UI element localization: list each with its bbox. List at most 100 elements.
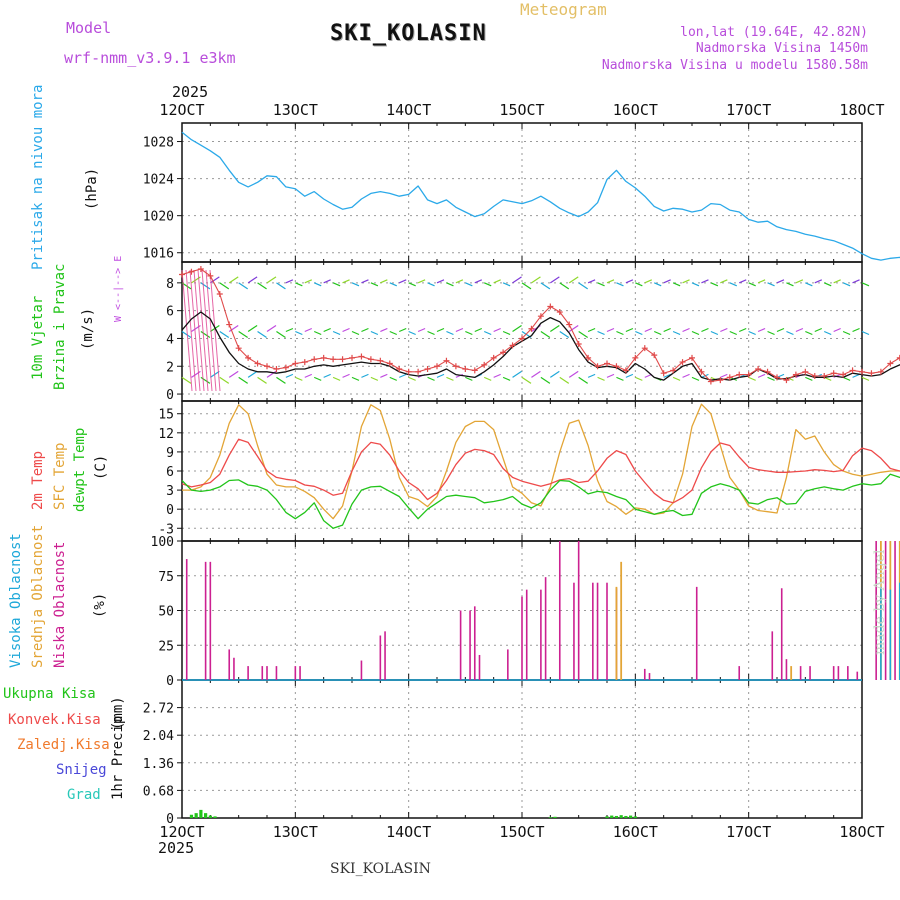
gust-marker [632, 354, 639, 361]
wind-barb [597, 376, 605, 381]
gust-marker [651, 352, 658, 359]
wind-barb [578, 282, 588, 290]
pressure-units: (hPa) [84, 167, 100, 210]
y-tick-label: 0 [166, 388, 174, 403]
wind-barb [729, 330, 738, 336]
cloud-ylabel-3: Niska Oblacnost [52, 541, 68, 668]
wind-barb [814, 327, 823, 333]
gust-marker [396, 366, 403, 373]
cloud-low-bar [544, 577, 547, 680]
wind-barb [228, 276, 239, 284]
wind-barb [446, 282, 454, 287]
gust-marker [537, 313, 544, 320]
wind-barb [465, 282, 473, 287]
wind-barb [531, 276, 541, 284]
wind-barb [663, 279, 671, 284]
panel-frame [181, 679, 863, 819]
gust-marker [585, 354, 592, 361]
wind-barb [276, 282, 286, 290]
gust-marker [424, 366, 431, 373]
x-tick-label-top: 12OCT [159, 101, 204, 119]
chart-subtitle: Meteogram [520, 0, 607, 19]
wind-barb [181, 331, 192, 338]
wind-barb [842, 330, 851, 336]
wind-barb [653, 282, 662, 287]
wind-barb [351, 282, 360, 287]
wind-barb [370, 376, 379, 381]
cloud-low-bar [573, 582, 575, 680]
gust-marker [481, 361, 488, 368]
wind-barb [776, 327, 785, 333]
gust-marker [802, 368, 809, 375]
y-tick-label: 1024 [143, 173, 174, 188]
cloud-high-bar [880, 586, 882, 680]
gust-marker [207, 272, 214, 279]
y-tick-label: 75 [158, 570, 174, 585]
wind-barb [625, 327, 634, 333]
wind-barb [550, 325, 560, 332]
wind-barb [823, 282, 832, 287]
precip-total-bar [624, 815, 628, 818]
wind-barb [644, 279, 653, 284]
wind-barb [427, 376, 435, 381]
gust-marker [622, 367, 629, 374]
wind-barb [833, 327, 841, 333]
wind-barb [720, 279, 728, 284]
wind-barb [351, 376, 360, 381]
wind-barb [701, 279, 709, 284]
gust-marker [830, 370, 837, 377]
wind-barb [313, 330, 322, 336]
wind-barb [616, 282, 624, 287]
wind-barb [748, 330, 756, 336]
precip-legend-conv: Konvek.Kisa [8, 712, 101, 728]
wind-barb [587, 327, 596, 333]
wind-barb [210, 276, 220, 284]
x-tick-label-top: 18OCT [839, 101, 884, 119]
cloud-low-bar [884, 541, 887, 680]
wind-barb [540, 282, 551, 290]
wind-barb [398, 327, 407, 333]
precip-total-bar [553, 816, 557, 818]
wind-barb [521, 376, 532, 384]
x-tick-label-bottom: 14OCT [386, 823, 431, 841]
gust-marker [641, 345, 648, 352]
wind-barb [823, 330, 832, 336]
temp-ylabel-2: SFC Temp [52, 442, 68, 510]
precip-total-bar [208, 815, 212, 818]
wind-barb [398, 373, 407, 378]
gust-marker [660, 370, 667, 377]
cloud-low-bar [799, 666, 802, 680]
wind-barb [361, 373, 369, 378]
wind-barb [446, 376, 454, 381]
precip-total-bar [194, 813, 198, 818]
cloud-low-bar [507, 649, 509, 680]
gust-marker [358, 353, 365, 360]
wind-barb [408, 282, 416, 287]
y-tick-label: 6 [166, 465, 174, 480]
wind-barb [568, 370, 579, 378]
y-tick-label: 50 [158, 605, 174, 620]
gust-marker [792, 371, 799, 378]
precip-legend-snow: Snijeg [56, 762, 107, 778]
wind-barb [219, 331, 230, 338]
wind-barb [323, 279, 331, 284]
cloud-mid-bar [790, 666, 793, 680]
wind-barb [540, 376, 551, 384]
cloud-low-bar [643, 668, 646, 680]
gust-marker [755, 366, 762, 373]
gust-marker [405, 368, 412, 375]
y-tick-label: 1016 [143, 247, 174, 262]
gust-marker [868, 370, 875, 377]
wind-barb [512, 370, 522, 378]
temp-ylabel-3: dewpt Temp [72, 427, 88, 512]
wind-barb [786, 282, 794, 287]
cloud-low-bar [478, 654, 481, 680]
wind-barb [238, 282, 248, 290]
wind-barb [332, 282, 341, 287]
wind-barb [389, 282, 398, 287]
wind-barb [559, 282, 570, 290]
wind-barb [502, 330, 511, 336]
wind-barb [361, 327, 369, 333]
wind-barb [738, 279, 747, 284]
wind-barb [427, 282, 435, 287]
